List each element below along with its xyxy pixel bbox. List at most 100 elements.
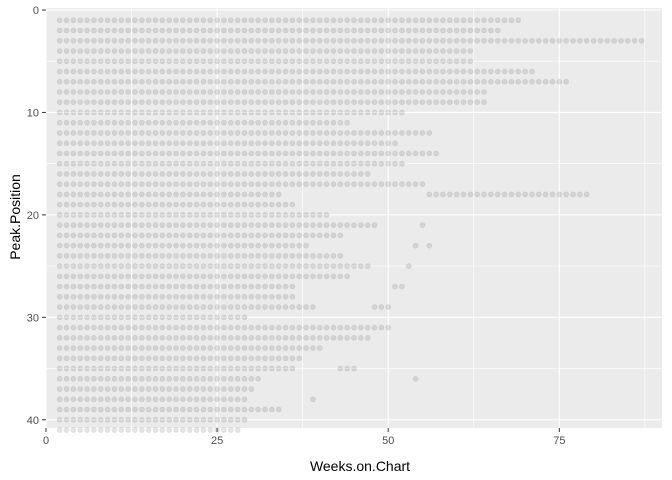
data-point xyxy=(296,304,303,310)
data-point xyxy=(268,222,275,229)
data-point xyxy=(125,48,132,54)
data-point xyxy=(371,78,378,85)
data-point xyxy=(515,17,522,24)
data-point xyxy=(166,273,173,280)
data-point xyxy=(351,99,357,106)
data-point xyxy=(125,345,132,351)
data-point xyxy=(330,181,337,188)
data-point xyxy=(282,48,289,54)
data-point xyxy=(248,171,255,177)
data-point xyxy=(262,304,268,310)
data-point xyxy=(132,181,138,188)
data-point xyxy=(316,130,323,136)
data-point xyxy=(77,232,84,239)
data-point xyxy=(166,355,173,362)
data-point xyxy=(371,109,378,116)
data-point xyxy=(91,130,97,136)
data-point xyxy=(152,386,159,392)
data-point xyxy=(104,37,111,44)
data-point xyxy=(70,150,77,157)
data-point xyxy=(97,345,104,351)
data-point xyxy=(118,406,125,413)
data-point xyxy=(371,324,378,331)
data-point xyxy=(97,181,104,188)
data-point xyxy=(159,314,166,321)
y-tick-label: 40 xyxy=(27,415,39,427)
data-point xyxy=(323,89,330,95)
data-point xyxy=(234,37,241,44)
data-point xyxy=(275,140,282,147)
data-point xyxy=(104,211,111,218)
data-point xyxy=(337,324,344,331)
data-point xyxy=(227,263,234,269)
data-point xyxy=(282,345,289,351)
data-point xyxy=(166,150,173,157)
data-point xyxy=(186,191,193,198)
data-point xyxy=(179,89,186,95)
data-point xyxy=(159,406,166,413)
data-point xyxy=(84,334,90,341)
data-point xyxy=(323,37,330,44)
data-point xyxy=(207,58,214,65)
data-point xyxy=(316,48,323,54)
data-point xyxy=(310,119,316,126)
data-point xyxy=(248,89,255,95)
data-point xyxy=(56,375,63,382)
data-point xyxy=(227,273,234,280)
data-point xyxy=(200,242,207,249)
data-point xyxy=(221,427,227,433)
data-point xyxy=(56,314,63,321)
data-point xyxy=(84,109,90,116)
data-point xyxy=(125,150,132,157)
data-point xyxy=(364,181,371,188)
data-point xyxy=(200,68,207,75)
data-point xyxy=(255,130,262,136)
data-point xyxy=(207,130,214,136)
data-point xyxy=(84,37,90,44)
data-point xyxy=(179,99,186,106)
data-point xyxy=(173,334,179,341)
data-point xyxy=(56,406,63,413)
data-point xyxy=(111,68,118,75)
data-point xyxy=(234,252,241,259)
data-point xyxy=(282,99,289,106)
data-point xyxy=(275,222,282,229)
data-point xyxy=(84,375,90,382)
data-point xyxy=(241,130,248,136)
data-point xyxy=(118,58,125,65)
data-point xyxy=(262,99,268,106)
data-point xyxy=(385,78,392,85)
data-point xyxy=(262,355,268,362)
data-point xyxy=(310,171,316,177)
data-point xyxy=(426,150,433,157)
data-point xyxy=(316,119,323,126)
data-point xyxy=(179,27,186,34)
data-point xyxy=(56,304,63,310)
data-point xyxy=(357,181,364,188)
data-point xyxy=(275,181,282,188)
data-point xyxy=(63,17,70,24)
data-point xyxy=(84,365,90,372)
data-point xyxy=(241,416,248,423)
data-point xyxy=(268,89,275,95)
data-point xyxy=(234,211,241,218)
data-point xyxy=(453,58,460,65)
data-point xyxy=(262,160,268,167)
data-point xyxy=(412,58,419,65)
data-point xyxy=(118,48,125,54)
data-point xyxy=(310,109,316,116)
data-point xyxy=(412,99,419,106)
data-point xyxy=(207,27,214,34)
data-point xyxy=(392,89,398,95)
data-point xyxy=(166,89,173,95)
data-point xyxy=(303,89,309,95)
data-point xyxy=(125,427,132,433)
data-point xyxy=(248,119,255,126)
data-point xyxy=(460,78,467,85)
data-point xyxy=(310,68,316,75)
data-point xyxy=(234,78,241,85)
data-point xyxy=(214,37,221,44)
data-point xyxy=(282,304,289,310)
data-point xyxy=(186,48,193,54)
data-point xyxy=(282,263,289,269)
